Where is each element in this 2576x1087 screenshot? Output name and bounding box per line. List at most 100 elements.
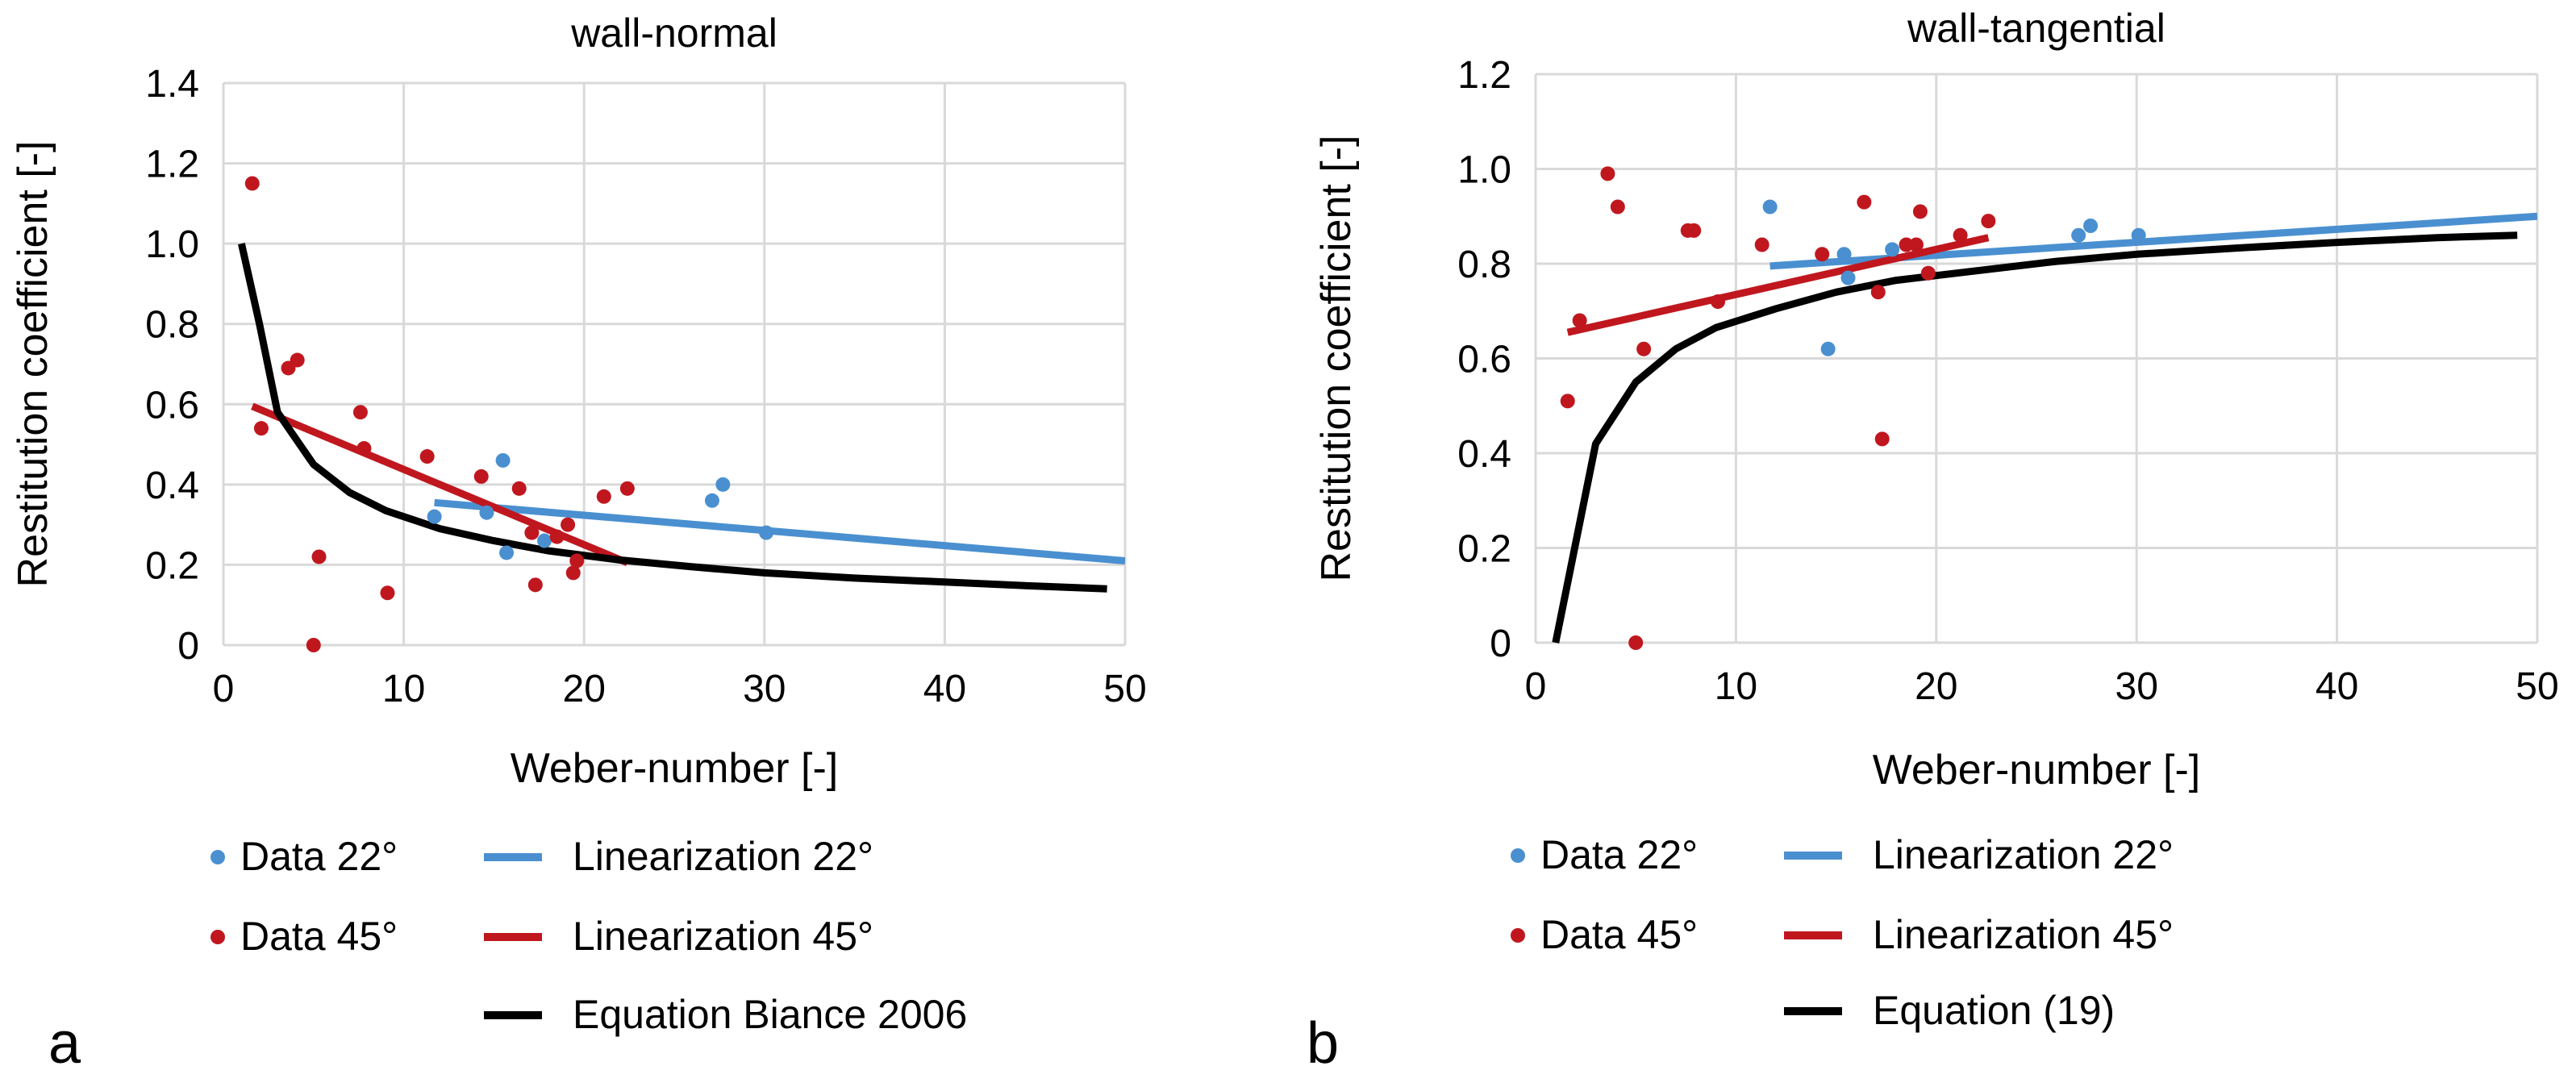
data-point-data-45- <box>311 549 327 564</box>
legend-entry: Data 22° <box>1540 832 1698 877</box>
legend-marker <box>210 850 225 864</box>
data-point-data-45- <box>1953 227 1968 243</box>
data-point-data-45- <box>1857 194 1872 210</box>
data-point-data-45- <box>1711 294 1726 309</box>
x-tick-label: 40 <box>2315 665 2358 708</box>
data-point-data-45- <box>569 553 585 568</box>
data-point-data-45- <box>511 481 527 496</box>
chart-panel-b: 0 0.2 0.4 0.6 0.8 1.0 1.2 0 10 20 30 40 50 wall-tange… <box>1307 6 2559 1076</box>
plot-area <box>1552 166 2537 650</box>
x-tick-label: 40 <box>923 668 966 710</box>
data-point-data-22- <box>495 452 511 468</box>
data-point-data-22- <box>2083 219 2099 233</box>
data-point-data-45- <box>527 577 543 593</box>
data-point-data-45- <box>1636 341 1652 356</box>
series-line-linearization-22- <box>434 498 1125 564</box>
data-point-data-22- <box>2131 227 2146 243</box>
legend-entry: Equation (19) <box>1873 988 2115 1033</box>
data-point-data-45- <box>1899 237 1914 252</box>
y-axis-title: Restitution coefficient [-] <box>1313 135 1360 582</box>
data-point-data-22- <box>499 545 515 560</box>
y-tick-label: 0.8 <box>1457 244 1511 286</box>
legend-entry: Linearization 22° <box>573 834 873 879</box>
x-tick-label: 10 <box>1715 665 1757 708</box>
legend-marker <box>1511 848 1525 863</box>
x-axis-title: Weber-number [-] <box>511 745 839 792</box>
y-tick-label: 0.4 <box>1457 433 1511 476</box>
x-tick-label: 0 <box>213 668 235 710</box>
chart-title: wall-tangential <box>1907 6 2165 51</box>
data-point-data-45- <box>380 585 395 601</box>
legend-entry: Data 45° <box>240 914 398 959</box>
series-line-linearization-45- <box>1566 234 1990 336</box>
chart-panel-a: 0 0.2 0.4 0.6 0.8 1.0 1.2 1.4 0 10 20 30 40 50 wall-no… <box>10 10 1147 1076</box>
data-point-data-45- <box>1754 237 1769 252</box>
x-tick-label: 20 <box>563 668 606 710</box>
legend-entry: Data 45° <box>1540 912 1698 957</box>
panel-label: a <box>48 1011 81 1076</box>
data-point-data-45- <box>549 529 565 544</box>
x-tick-label: 10 <box>382 668 425 710</box>
data-point-data-45- <box>1815 247 1830 262</box>
data-point-data-22- <box>537 533 552 548</box>
data-point-data-45- <box>473 469 489 484</box>
y-tick-label: 1.4 <box>145 63 199 106</box>
data-point-data-22- <box>2071 227 2086 243</box>
data-point-data-45- <box>1686 223 1702 238</box>
data-point-data-45- <box>1912 204 1928 219</box>
legend-entry: Data 22° <box>240 834 398 879</box>
data-point-data-22- <box>1762 199 1778 214</box>
data-point-data-22- <box>1840 270 1856 285</box>
data-point-data-22- <box>1885 242 1900 257</box>
y-tick-label: 1.2 <box>1457 54 1511 97</box>
x-tick-label: 50 <box>2516 665 2558 708</box>
data-point-data-22- <box>479 505 494 520</box>
y-tick-label: 0 <box>1490 623 1511 665</box>
y-tick-label: 0.2 <box>1457 528 1511 571</box>
x-tick-label: 0 <box>1525 665 1547 708</box>
x-tick-label: 20 <box>1915 665 1957 708</box>
panel-label: b <box>1307 1011 1339 1076</box>
x-tick-label: 50 <box>1103 668 1146 710</box>
data-point-data-22- <box>1836 247 1852 262</box>
x-tick-label: 30 <box>2115 665 2158 708</box>
data-point-data-45- <box>290 352 305 368</box>
legend-entry: Linearization 45° <box>1873 912 2174 957</box>
series-line-equation-19- <box>1552 231 2518 643</box>
data-point-data-22- <box>427 509 442 524</box>
data-point-data-45- <box>1572 313 1587 328</box>
data-point-data-45- <box>1981 214 1996 229</box>
data-point-data-45- <box>1870 285 1886 300</box>
legend-marker <box>210 930 225 944</box>
data-point-data-45- <box>619 481 635 496</box>
y-tick-label: 0.6 <box>1457 339 1511 381</box>
series-line-linearization-45- <box>251 402 629 567</box>
series-line-equation-biance-2006 <box>238 243 1107 593</box>
x-axis-title: Weber-number [-] <box>1873 747 2201 793</box>
x-tick-label: 30 <box>743 668 786 710</box>
legend-entry: Linearization 22° <box>1873 832 2174 877</box>
y-tick-label: 1.0 <box>1457 149 1511 192</box>
data-point-data-45- <box>356 441 372 456</box>
chart-title: wall-normal <box>570 10 777 56</box>
data-point-data-45- <box>1560 394 1575 409</box>
data-point-data-45- <box>253 421 269 436</box>
y-tick-label: 0.6 <box>145 384 199 427</box>
y-tick-label: 1.0 <box>145 223 199 266</box>
data-point-data-45- <box>1908 237 1924 252</box>
data-point-data-45- <box>565 565 581 581</box>
data-point-data-22- <box>715 477 731 492</box>
data-point-data-45- <box>419 449 435 464</box>
data-point-data-45- <box>244 176 260 191</box>
y-tick-label: 0.2 <box>145 544 199 587</box>
data-point-data-45- <box>524 525 540 540</box>
y-axis-title: Restitution coefficient [-] <box>10 141 56 588</box>
data-point-data-45- <box>1610 199 1625 214</box>
legend-entry: Equation Biance 2006 <box>573 992 967 1037</box>
data-point-data-45- <box>1874 431 1890 447</box>
y-tick-label: 1.2 <box>145 144 199 186</box>
data-point-data-22- <box>1820 341 1836 356</box>
data-point-data-45- <box>596 489 611 504</box>
legend-marker <box>1511 928 1525 943</box>
